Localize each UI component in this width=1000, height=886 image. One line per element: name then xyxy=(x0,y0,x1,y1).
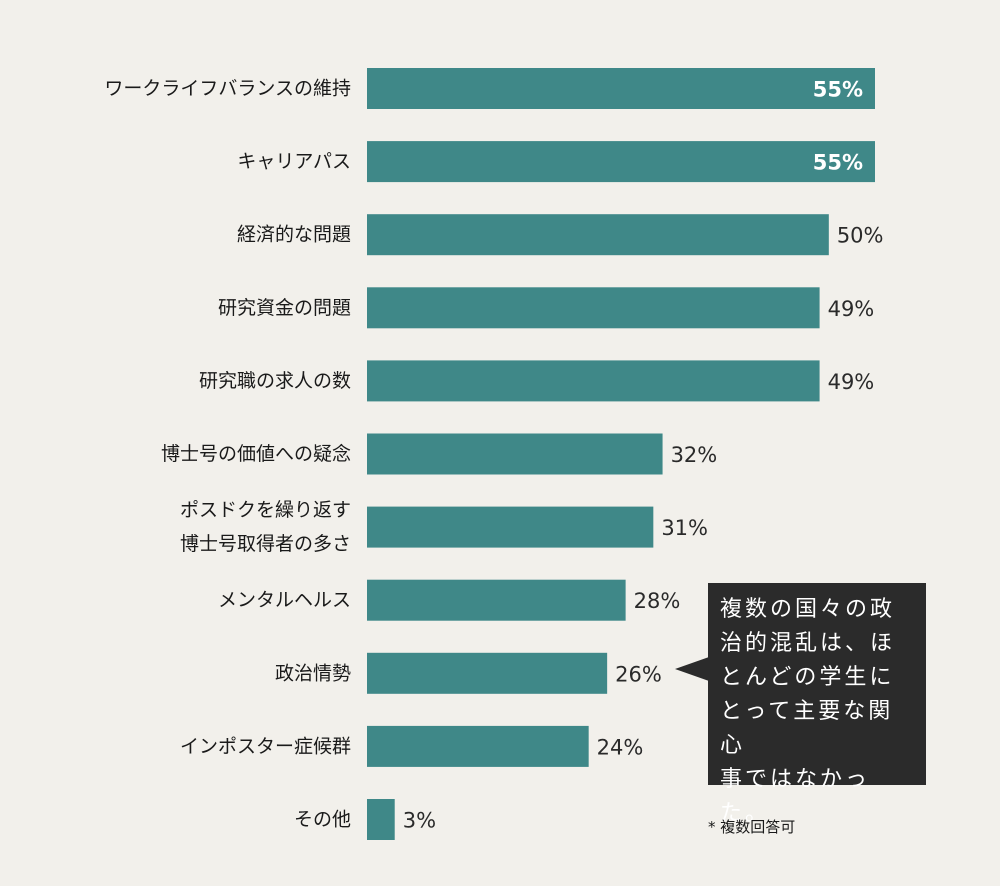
value-label: 26% xyxy=(615,662,662,686)
value-label: 55% xyxy=(813,151,863,175)
bar xyxy=(367,141,875,183)
callout-pointer xyxy=(675,657,709,681)
value-label: 49% xyxy=(828,370,875,394)
value-label: 32% xyxy=(671,443,718,467)
category-label: 経済的な問題 xyxy=(237,224,351,246)
category-label: メンタルヘルス xyxy=(218,589,351,611)
value-label: 31% xyxy=(661,516,708,540)
bar xyxy=(367,433,663,475)
category-label: 研究職の求人の数 xyxy=(199,370,351,392)
value-label: 28% xyxy=(634,589,681,613)
bar xyxy=(367,579,626,621)
bar xyxy=(367,68,875,109)
callout-line: 事ではなかった。 xyxy=(720,767,871,826)
value-label: 49% xyxy=(828,297,875,321)
category-label: ポスドクを繰り返す xyxy=(180,499,351,521)
category-label: インポスター症候群 xyxy=(180,735,351,757)
bar xyxy=(367,652,608,694)
category-label: 博士号取得者の多さ xyxy=(180,533,351,555)
bar xyxy=(367,287,820,329)
bar xyxy=(367,799,395,840)
value-label: 50% xyxy=(837,224,884,248)
category-label: 博士号の価値への疑念 xyxy=(161,442,351,465)
value-label: 3% xyxy=(403,809,436,833)
value-label: 55% xyxy=(813,78,863,102)
callout-line: とって主要な関心 xyxy=(720,699,894,758)
bar xyxy=(367,214,829,256)
category-label: キャリアパス xyxy=(237,151,351,173)
callout-line: とんどの学生に xyxy=(720,665,895,690)
bar xyxy=(367,725,589,767)
value-label: 24% xyxy=(597,735,644,759)
category-label: 政治情勢 xyxy=(275,662,351,684)
bar xyxy=(367,506,654,548)
category-label: ワークライフバランスの維持 xyxy=(104,78,351,100)
callout-line: 複数の国々の政 xyxy=(720,597,896,622)
category-label: その他 xyxy=(294,809,351,831)
footnote: * 複数回答可 xyxy=(708,818,796,836)
category-label: 研究資金の問題 xyxy=(218,297,351,319)
callout-line: 治的混乱は、ほ xyxy=(720,631,896,656)
bar xyxy=(367,360,820,402)
callout-box: 複数の国々の政 治的混乱は、ほ とんどの学生に とって主要な関心 事ではなかった… xyxy=(708,583,926,826)
